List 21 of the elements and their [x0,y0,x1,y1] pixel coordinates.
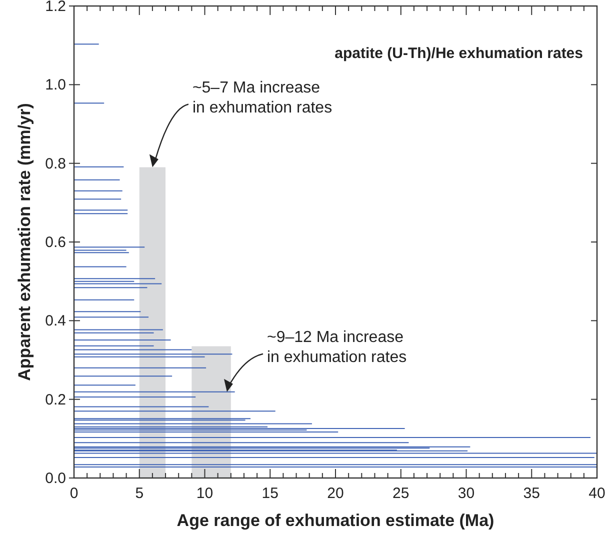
y-tick-label: 0.6 [45,234,66,251]
x-tick-label: 40 [588,485,606,502]
x-tick-label: 35 [523,485,540,502]
x-tick-label: 5 [135,485,144,502]
y-tick-label: 0.4 [45,312,66,330]
x-tick-label: 20 [327,485,344,502]
y-tick-label: 1.0 [45,76,66,94]
annotation: ~9–12 Ma increase in exhumation rates [266,328,407,366]
x-tick-label: 0 [70,485,78,502]
y-tick-label: 0.8 [45,155,66,172]
x-tick-label: 25 [392,485,410,502]
x-tick-label: 30 [458,485,475,502]
y-tick-label: 1.2 [45,0,66,15]
annotation: ~5–7 Ma increase in exhumation rates [192,79,332,116]
y-tick-label: 0.0 [45,470,66,487]
y-axis-title: Apparent exhumation rate (mm/yr) [15,103,34,381]
x-tick-label: 15 [262,485,278,502]
text: apatite (U-Th)/He exhumation rates [334,45,583,62]
x-tick-label: 10 [196,485,214,502]
x-axis-title: Age range of exhumation estimate (Ma) [176,511,494,530]
y-tick-label: 0.2 [45,391,66,408]
